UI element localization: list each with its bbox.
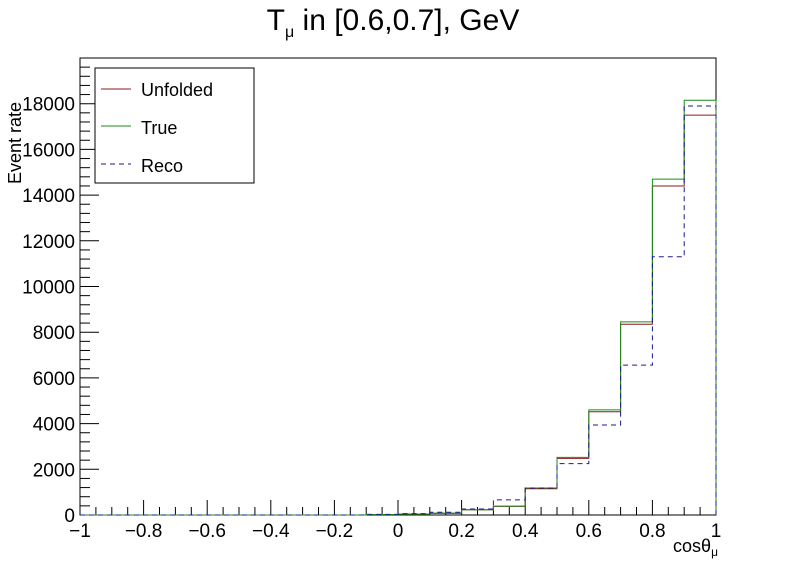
y-tick-label: 4000 — [33, 415, 75, 436]
y-tick-label: 0 — [64, 506, 75, 527]
x-tick-label: −0.8 — [125, 521, 163, 542]
x-tick-label: −0.6 — [188, 521, 226, 542]
chart-title-subscript: μ — [285, 24, 294, 41]
series-layer — [80, 99, 717, 516]
series-line-reco — [80, 105, 717, 516]
series-true — [80, 99, 717, 516]
y-tick-label: 18000 — [22, 95, 75, 116]
y-tick-label: 8000 — [33, 323, 75, 344]
x-axis-label-main: cosθ — [673, 536, 711, 556]
series-reco — [80, 105, 717, 516]
x-tick-label: 0 — [393, 521, 404, 542]
x-tick-label: 0.6 — [576, 521, 602, 542]
x-axis-ticks: −1 −0.8 −0.6 −0.4 −0.2 0 0.2 0.4 0.6 0.8 1 — [69, 500, 721, 542]
x-tick-label: −0.2 — [316, 521, 354, 542]
y-tick-label: 10000 — [22, 278, 75, 299]
y-tick-label: 12000 — [22, 232, 75, 253]
y-tick-label: 14000 — [22, 186, 75, 207]
x-axis-label-subscript: μ — [711, 545, 718, 559]
y-tick-label: 2000 — [33, 460, 75, 481]
x-tick-label: 0.2 — [448, 521, 474, 542]
x-tick-label: 1 — [711, 521, 722, 542]
chart-title-rest: in [0.6,0.7], GeV — [294, 4, 519, 37]
x-axis-label: cosθμ — [673, 536, 718, 559]
y-axis-label: Event rate — [5, 102, 25, 184]
legend-label-reco: Reco — [141, 156, 183, 176]
y-tick-label: 16000 — [22, 140, 75, 161]
x-tick-label: −1 — [69, 521, 91, 542]
x-tick-label: −0.4 — [252, 521, 290, 542]
legend-label-unfolded: Unfolded — [141, 80, 213, 100]
chart-title: Tμ in [0.6,0.7], GeV — [267, 4, 520, 41]
legend-label-true: True — [141, 118, 177, 138]
y-tick-label: 6000 — [33, 369, 75, 390]
y-axis-ticks: 0 2000 4000 6000 8000 10000 12000 14000 16000 180… — [22, 66, 99, 527]
chart-title-main: T — [267, 4, 285, 37]
series-line-true — [80, 99, 717, 516]
legend: Unfolded True Reco — [94, 67, 255, 184]
x-tick-label: 0.4 — [512, 521, 539, 542]
x-tick-label: 0.8 — [639, 521, 665, 542]
